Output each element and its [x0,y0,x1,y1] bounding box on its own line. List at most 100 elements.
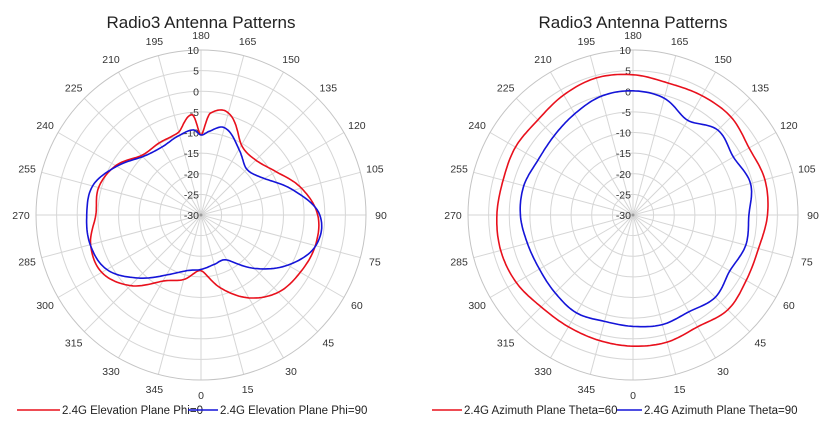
angle-tick-label: 210 [102,54,120,66]
radius-tick-label: -30 [616,210,631,222]
angle-tick-label: 195 [578,36,596,48]
angle-tick-label: 315 [497,337,515,349]
angle-tick-label: 300 [36,300,54,312]
angle-tick-label: 45 [322,337,334,349]
angle-tick-label: 30 [717,366,729,378]
radius-gridline [138,152,264,278]
legend-label: 2.4G Elevation Plane Phi=0 [62,405,203,417]
angle-tick-label: 90 [375,210,387,222]
angle-tick-label: 75 [801,257,813,269]
series-line [85,126,323,279]
angle-tick-label: 330 [102,366,120,378]
angle-tick-label: 345 [146,384,164,396]
radius-tick-label: -25 [184,189,199,201]
angle-tick-label: 225 [65,83,83,95]
angle-tick-label: 135 [752,83,770,95]
radius-tick-label: 0 [625,86,631,98]
angle-tick-label: 270 [444,210,462,222]
origin-marker [199,213,203,217]
polar-plot-area: 0153045607590105120135150165180195210225… [444,30,819,402]
angle-tick-label: 315 [65,337,83,349]
radius-gridline [179,193,223,237]
angle-tick-label: 210 [534,54,552,66]
radius-tick-label: -5 [622,107,631,119]
angle-tick-label: 105 [366,163,384,175]
radius-gridline [591,173,675,257]
angle-tick-label: 255 [18,163,36,175]
series-line [519,90,753,328]
radius-gridline [488,70,778,360]
radius-tick-label: -25 [616,189,631,201]
angle-tick-label: 90 [807,210,819,222]
series-line [496,73,769,347]
polar-chart-left: Radio3 Antenna Patterns 0153045607590105… [12,13,387,417]
radius-tick-label: -15 [184,148,199,160]
angle-tick-label: 30 [285,366,297,378]
angle-tick-label: 120 [780,120,798,132]
angle-tick-label: 165 [239,36,257,48]
radius-tick-label: -20 [184,169,199,181]
angle-tick-label: 225 [497,83,515,95]
radius-gridline [97,111,305,319]
radius-gridline [118,132,284,298]
radius-gridline [529,111,737,319]
angle-tick-label: 330 [534,366,552,378]
radius-gridline [467,49,799,381]
angle-tick-label: 0 [630,390,636,402]
radius-tick-label: 0 [193,86,199,98]
angle-tick-label: 195 [146,36,164,48]
radius-tick-label: -20 [616,169,631,181]
polar-chart-right: Radio3 Antenna Patterns 0153045607590105… [432,13,819,417]
angle-tick-label: 285 [450,257,468,269]
angle-tick-label: 255 [450,163,468,175]
radius-tick-label: -30 [184,210,199,222]
radius-gridline [570,152,696,278]
chart-title: Radio3 Antenna Patterns [106,13,295,32]
radius-tick-label: -15 [616,148,631,160]
origin-marker [631,213,635,217]
radius-tick-label: 10 [619,45,631,57]
radius-gridline [159,173,243,257]
legend: 2.4G Azimuth Plane Theta=60 2.4G Azimuth… [432,405,798,417]
angle-tick-label: 15 [242,384,254,396]
angle-tick-label: 0 [198,390,204,402]
angle-tick-label: 60 [783,300,795,312]
angle-tick-label: 240 [468,120,486,132]
angle-tick-label: 180 [624,30,642,42]
radius-tick-label: -10 [616,128,631,140]
angle-tick-label: 60 [351,300,363,312]
radius-tick-label: 10 [187,45,199,57]
radius-gridline [550,132,716,298]
chart-title: Radio3 Antenna Patterns [538,13,727,32]
radius-tick-label: 5 [625,66,631,78]
angle-tick-label: 345 [578,384,596,396]
legend-label: 2.4G Elevation Plane Phi=90 [220,405,367,417]
angle-tick-label: 240 [36,120,54,132]
radius-gridline [611,193,655,237]
angle-tick-label: 180 [192,30,210,42]
legend-label: 2.4G Azimuth Plane Theta=90 [644,405,798,417]
radius-tick-label: -10 [184,128,199,140]
angle-tick-label: 75 [369,257,381,269]
radius-tick-label: -5 [190,107,199,119]
angle-tick-label: 105 [798,163,816,175]
angle-tick-label: 165 [671,36,689,48]
angle-tick-label: 135 [320,83,338,95]
angle-tick-label: 150 [282,54,300,66]
angle-tick-label: 300 [468,300,486,312]
radius-tick-label: 5 [193,66,199,78]
angle-tick-label: 120 [348,120,366,132]
legend-label: 2.4G Azimuth Plane Theta=60 [464,405,618,417]
angle-tick-label: 270 [12,210,30,222]
angle-tick-label: 45 [754,337,766,349]
radius-gridline [76,90,326,340]
polar-plot-area: 0153045607590105120135150165180195210225… [12,30,387,402]
legend: 2.4G Elevation Plane Phi=0 2.4G Elevatio… [17,405,367,417]
radius-gridline [56,70,346,360]
angle-tick-label: 285 [18,257,36,269]
angle-tick-label: 15 [674,384,686,396]
radius-gridline [35,49,367,381]
angle-tick-label: 150 [714,54,732,66]
